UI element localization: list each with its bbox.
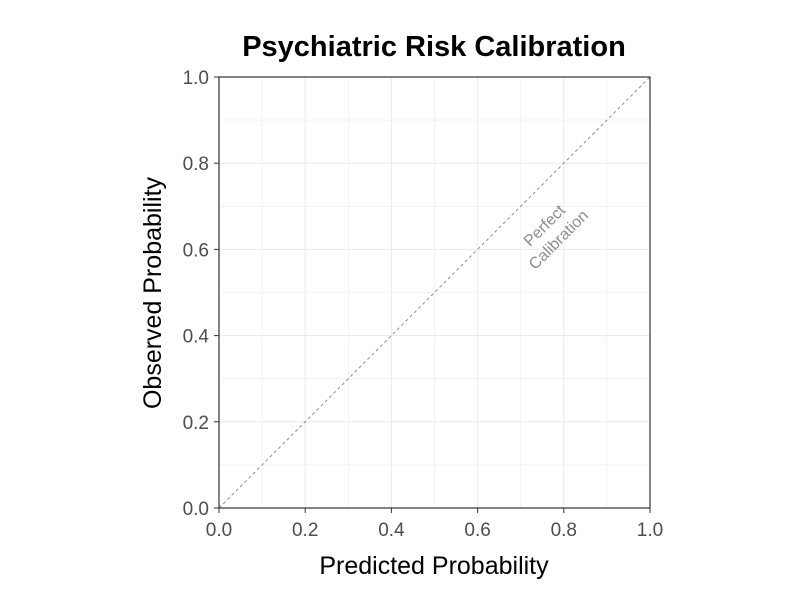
x-tick-label: 0.8 [551, 520, 577, 541]
y-tick-label: 0.2 [183, 413, 209, 434]
x-tick-label: 0.6 [464, 520, 490, 541]
y-tick-label: 0.0 [183, 499, 209, 520]
x-tick-label: 1.0 [637, 520, 663, 541]
x-axis-ticks: 0.0 0.2 0.4 0.6 0.8 1.0 [206, 508, 663, 541]
chart-title: Psychiatric Risk Calibration [242, 31, 626, 63]
y-tick-label: 0.4 [183, 327, 210, 348]
x-tick-label: 0.0 [206, 520, 232, 541]
x-tick-label: 0.4 [378, 520, 405, 541]
minor-grid [219, 77, 650, 508]
x-axis-label: Predicted Probability [319, 552, 549, 580]
y-tick-label: 0.8 [183, 154, 209, 175]
y-axis-label: Observed Probability [139, 176, 167, 409]
perfect-calibration-annotation: PerfectCalibration [512, 193, 592, 273]
y-tick-label: 1.0 [183, 68, 209, 89]
y-axis-ticks: 0.0 0.2 0.4 0.6 0.8 1.0 [183, 68, 219, 520]
y-tick-label: 0.6 [183, 240, 209, 261]
x-tick-label: 0.2 [292, 520, 318, 541]
plot-frame [218, 76, 651, 509]
